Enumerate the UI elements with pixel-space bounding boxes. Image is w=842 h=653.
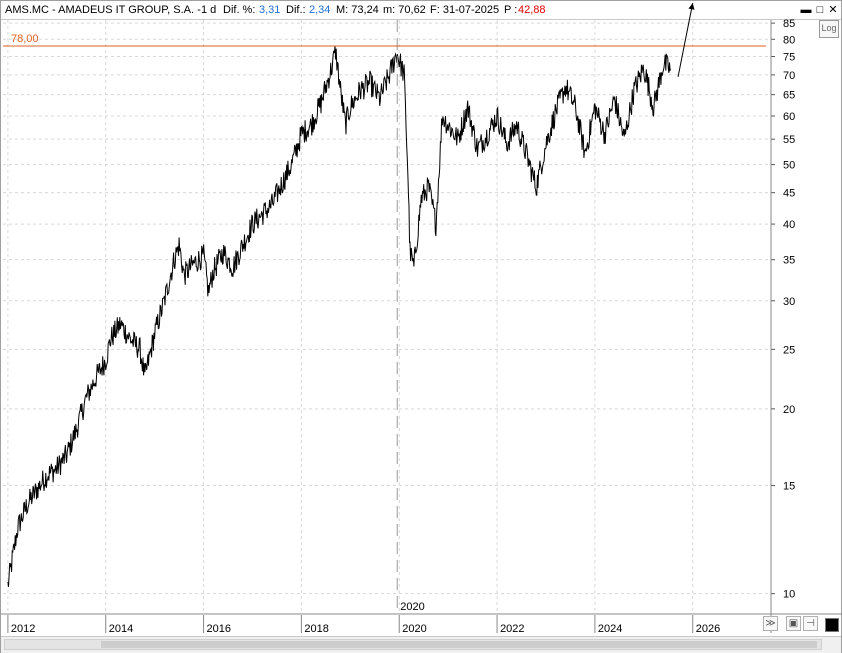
y-tick-label: 35 <box>783 255 795 267</box>
overlay-layer: 2020 78,00 <box>3 2 766 613</box>
x-tick-label: 2016 <box>207 623 231 635</box>
scrollbar[interactable] <box>1 636 841 653</box>
y-tick-label: 45 <box>783 188 795 200</box>
y-tick-label: 10 <box>783 589 795 601</box>
close-icon[interactable]: ✕ <box>828 4 838 16</box>
y-tick-label: 20 <box>783 404 795 416</box>
plot-area[interactable] <box>2 20 771 614</box>
price-value: 42,88 <box>518 4 546 16</box>
x-tick-label: 2018 <box>304 623 328 635</box>
ticker-title: AMS.MC - AMADEUS IT GROUP, S.A. - <box>5 4 201 16</box>
x-tick-label: 2026 <box>696 623 720 635</box>
y-tick-label: 75 <box>783 51 795 63</box>
reference-line-label: 78,00 <box>11 33 39 45</box>
x-tick-label: 2022 <box>500 623 524 635</box>
color-swatch[interactable] <box>825 618 839 632</box>
series-layer <box>7 45 672 587</box>
x-tick-label: 2020 <box>402 623 426 635</box>
save-icon[interactable]: ▣ <box>786 616 801 631</box>
max-value: M: 73,24 <box>336 4 379 16</box>
vertical-marker-label: 2020 <box>400 601 424 613</box>
axes: 10 15 20 25 30 35 40 45 50 55 60 65 70 75 80 85 2012 2014… <box>1 18 842 635</box>
y-tick-label: 40 <box>783 219 795 231</box>
x-tick-label: 2012 <box>11 623 35 635</box>
maximize-icon[interactable]: □ <box>816 4 824 16</box>
period-label: 1 d <box>201 4 217 16</box>
pct-change-label: Dif. %: <box>223 4 256 16</box>
y-tick-label: 80 <box>783 34 795 46</box>
y-tick-label: 85 <box>783 18 795 30</box>
y-tick-label: 50 <box>783 160 795 172</box>
min-value: m: 70,62 <box>383 4 426 16</box>
y-tick-label: 70 <box>783 70 795 82</box>
y-tick-label: 25 <box>783 344 795 356</box>
pct-change-value: 3,31 <box>259 4 281 16</box>
y-tick-label: 15 <box>783 481 795 493</box>
price-chart[interactable]: 10 15 20 25 30 35 40 45 50 55 60 65 70 75 80 85 2012 2014… <box>1 1 842 636</box>
y-tick-label: 60 <box>783 111 795 123</box>
scroll-thumb[interactable] <box>101 641 817 648</box>
minimize-icon[interactable]: ▬ <box>800 4 812 16</box>
title-bar: AMS.MC - AMADEUS IT GROUP, S.A. - 1 d Di… <box>1 1 841 20</box>
x-tick-label: 2014 <box>109 623 133 635</box>
diff-label: Dif.: <box>286 4 306 16</box>
x-tick-label: 2024 <box>598 623 622 635</box>
pin-icon[interactable]: ⊣ <box>803 616 818 631</box>
price-line <box>7 45 672 587</box>
y-tick-label: 30 <box>783 296 795 308</box>
y-tick-label: 55 <box>783 134 795 146</box>
diff-value: 2,34 <box>309 4 331 16</box>
zoom-down-icon[interactable]: ≫ <box>763 616 778 631</box>
price-label: P : <box>504 4 518 16</box>
date-value: F: 31-07-2025 <box>430 4 500 16</box>
projection-arrowhead <box>688 3 695 10</box>
log-scale-button[interactable]: Log <box>819 20 839 38</box>
y-tick-label: 65 <box>783 90 795 102</box>
scroll-track[interactable] <box>4 639 822 650</box>
projection-arrow <box>677 2 694 77</box>
gridlines <box>3 20 771 613</box>
